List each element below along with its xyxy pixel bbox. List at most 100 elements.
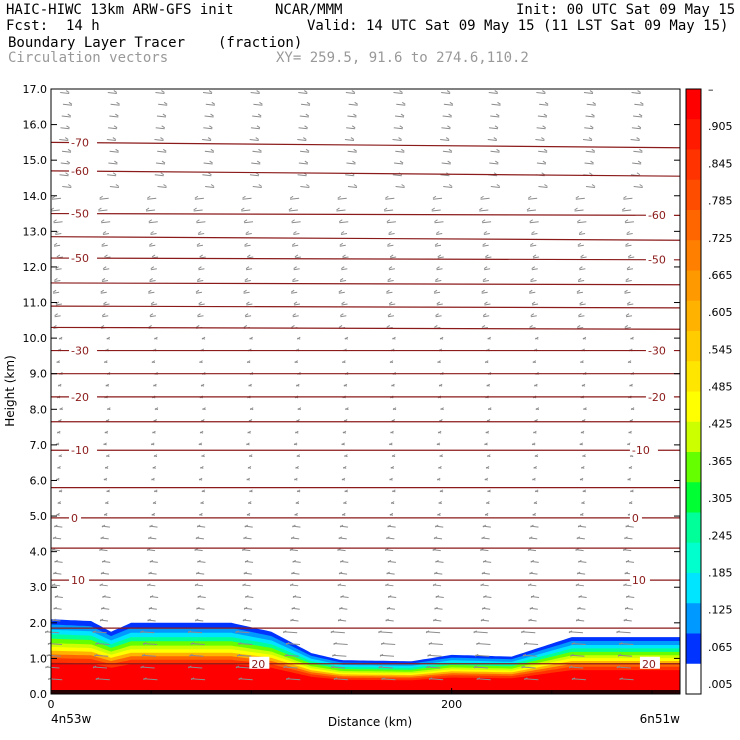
vector-arrow: [109, 186, 119, 189]
vector-head: [141, 653, 146, 657]
vector-head: [341, 477, 346, 481]
vector-arrow: [436, 232, 443, 235]
y-tick-label: 8.0: [30, 403, 48, 416]
vector-head: [153, 418, 157, 422]
colorbar-segment: [686, 210, 701, 241]
y-tick-label: 15.0: [23, 154, 48, 167]
vector-head: [152, 430, 156, 434]
y-tick-label: 5.0: [30, 510, 48, 523]
vector-head: [235, 630, 239, 634]
vector-head: [581, 465, 585, 469]
vector-head: [386, 219, 391, 223]
vector-arrow: [244, 279, 251, 282]
vector-head: [106, 336, 111, 340]
vector-head: [105, 501, 109, 505]
vector-head: [583, 407, 587, 411]
vector-arrow: [149, 315, 156, 318]
vector-head: [575, 583, 580, 587]
vector-arrow: [238, 678, 253, 681]
vector-arrow: [395, 186, 405, 189]
vector-arrow: [616, 666, 631, 669]
vector-head: [434, 606, 438, 610]
vector-head: [58, 489, 63, 493]
vector-arrow: [62, 103, 73, 106]
vector-arrow: [196, 244, 204, 247]
vector-head: [330, 665, 335, 669]
vector-head: [51, 583, 56, 587]
vector-arrow: [618, 654, 633, 657]
vector-head: [106, 489, 110, 493]
vector-head: [637, 160, 642, 164]
vector-head: [45, 665, 49, 669]
vector-arrow: [103, 303, 110, 306]
vector-head: [306, 101, 311, 105]
vector-head: [92, 665, 97, 669]
vector-head: [432, 195, 437, 199]
vector-head: [351, 125, 356, 129]
vector-head: [305, 113, 310, 117]
vector-head: [294, 360, 299, 364]
vector-arrow: [143, 678, 158, 681]
vector-head: [114, 160, 118, 164]
vector-head: [623, 583, 627, 587]
isotherm-label: -20: [71, 391, 89, 404]
vector-head: [54, 278, 58, 281]
vector-head: [208, 90, 213, 93]
vector-head: [99, 583, 104, 587]
vector-head: [198, 477, 203, 481]
vector-arrow: [633, 115, 643, 118]
vector-head: [197, 313, 201, 317]
vector-head: [246, 442, 250, 446]
vector-head: [195, 571, 200, 575]
vector-head: [392, 336, 396, 340]
vector-arrow: [490, 186, 500, 189]
vector-head: [624, 571, 629, 575]
vector-arrow: [151, 303, 158, 306]
vector-head: [627, 442, 631, 446]
vector-head: [243, 536, 247, 540]
vector-head: [480, 548, 484, 551]
vector-head: [338, 289, 343, 293]
vector-arrow: [340, 315, 347, 318]
vector-head: [386, 289, 390, 293]
vector-arrow: [344, 139, 354, 142]
colorbar-segment: [686, 542, 701, 574]
vector-head: [113, 125, 118, 129]
vector-arrow: [103, 268, 110, 271]
vector-arrow: [625, 279, 632, 282]
vector-head: [244, 278, 249, 281]
vector-head: [617, 653, 622, 657]
vector-head: [435, 595, 440, 598]
isotherm-label-right: -50: [648, 254, 666, 267]
y-tick-label: 7.0: [30, 439, 48, 452]
vector-head: [439, 489, 444, 493]
vector-head: [436, 442, 441, 446]
vector-head: [290, 618, 294, 622]
vector-head: [389, 477, 393, 481]
vector-arrow: [575, 197, 585, 200]
vector-head: [44, 630, 49, 634]
vector-head: [105, 383, 110, 387]
vector-head: [528, 618, 532, 622]
vector-arrow: [238, 643, 253, 646]
colorbar-label: .665: [708, 269, 733, 282]
vector-arrow: [249, 139, 259, 142]
vector-arrow: [55, 232, 62, 235]
vector-head: [353, 113, 357, 117]
vector-head: [636, 172, 641, 176]
vector-arrow: [158, 103, 168, 106]
vector-head: [624, 325, 629, 328]
vector-head: [627, 477, 631, 481]
vector-arrow: [141, 654, 156, 657]
vector-head: [154, 336, 158, 340]
vector-head: [485, 465, 490, 469]
vector-head: [53, 606, 57, 610]
vector-head: [616, 630, 620, 634]
vector-head: [485, 254, 489, 258]
vector-head: [581, 501, 585, 505]
vector-head: [150, 301, 155, 305]
vector-arrow: [199, 256, 206, 259]
vector-head: [628, 501, 633, 505]
vector-head: [153, 383, 157, 387]
vector-head: [100, 219, 105, 223]
